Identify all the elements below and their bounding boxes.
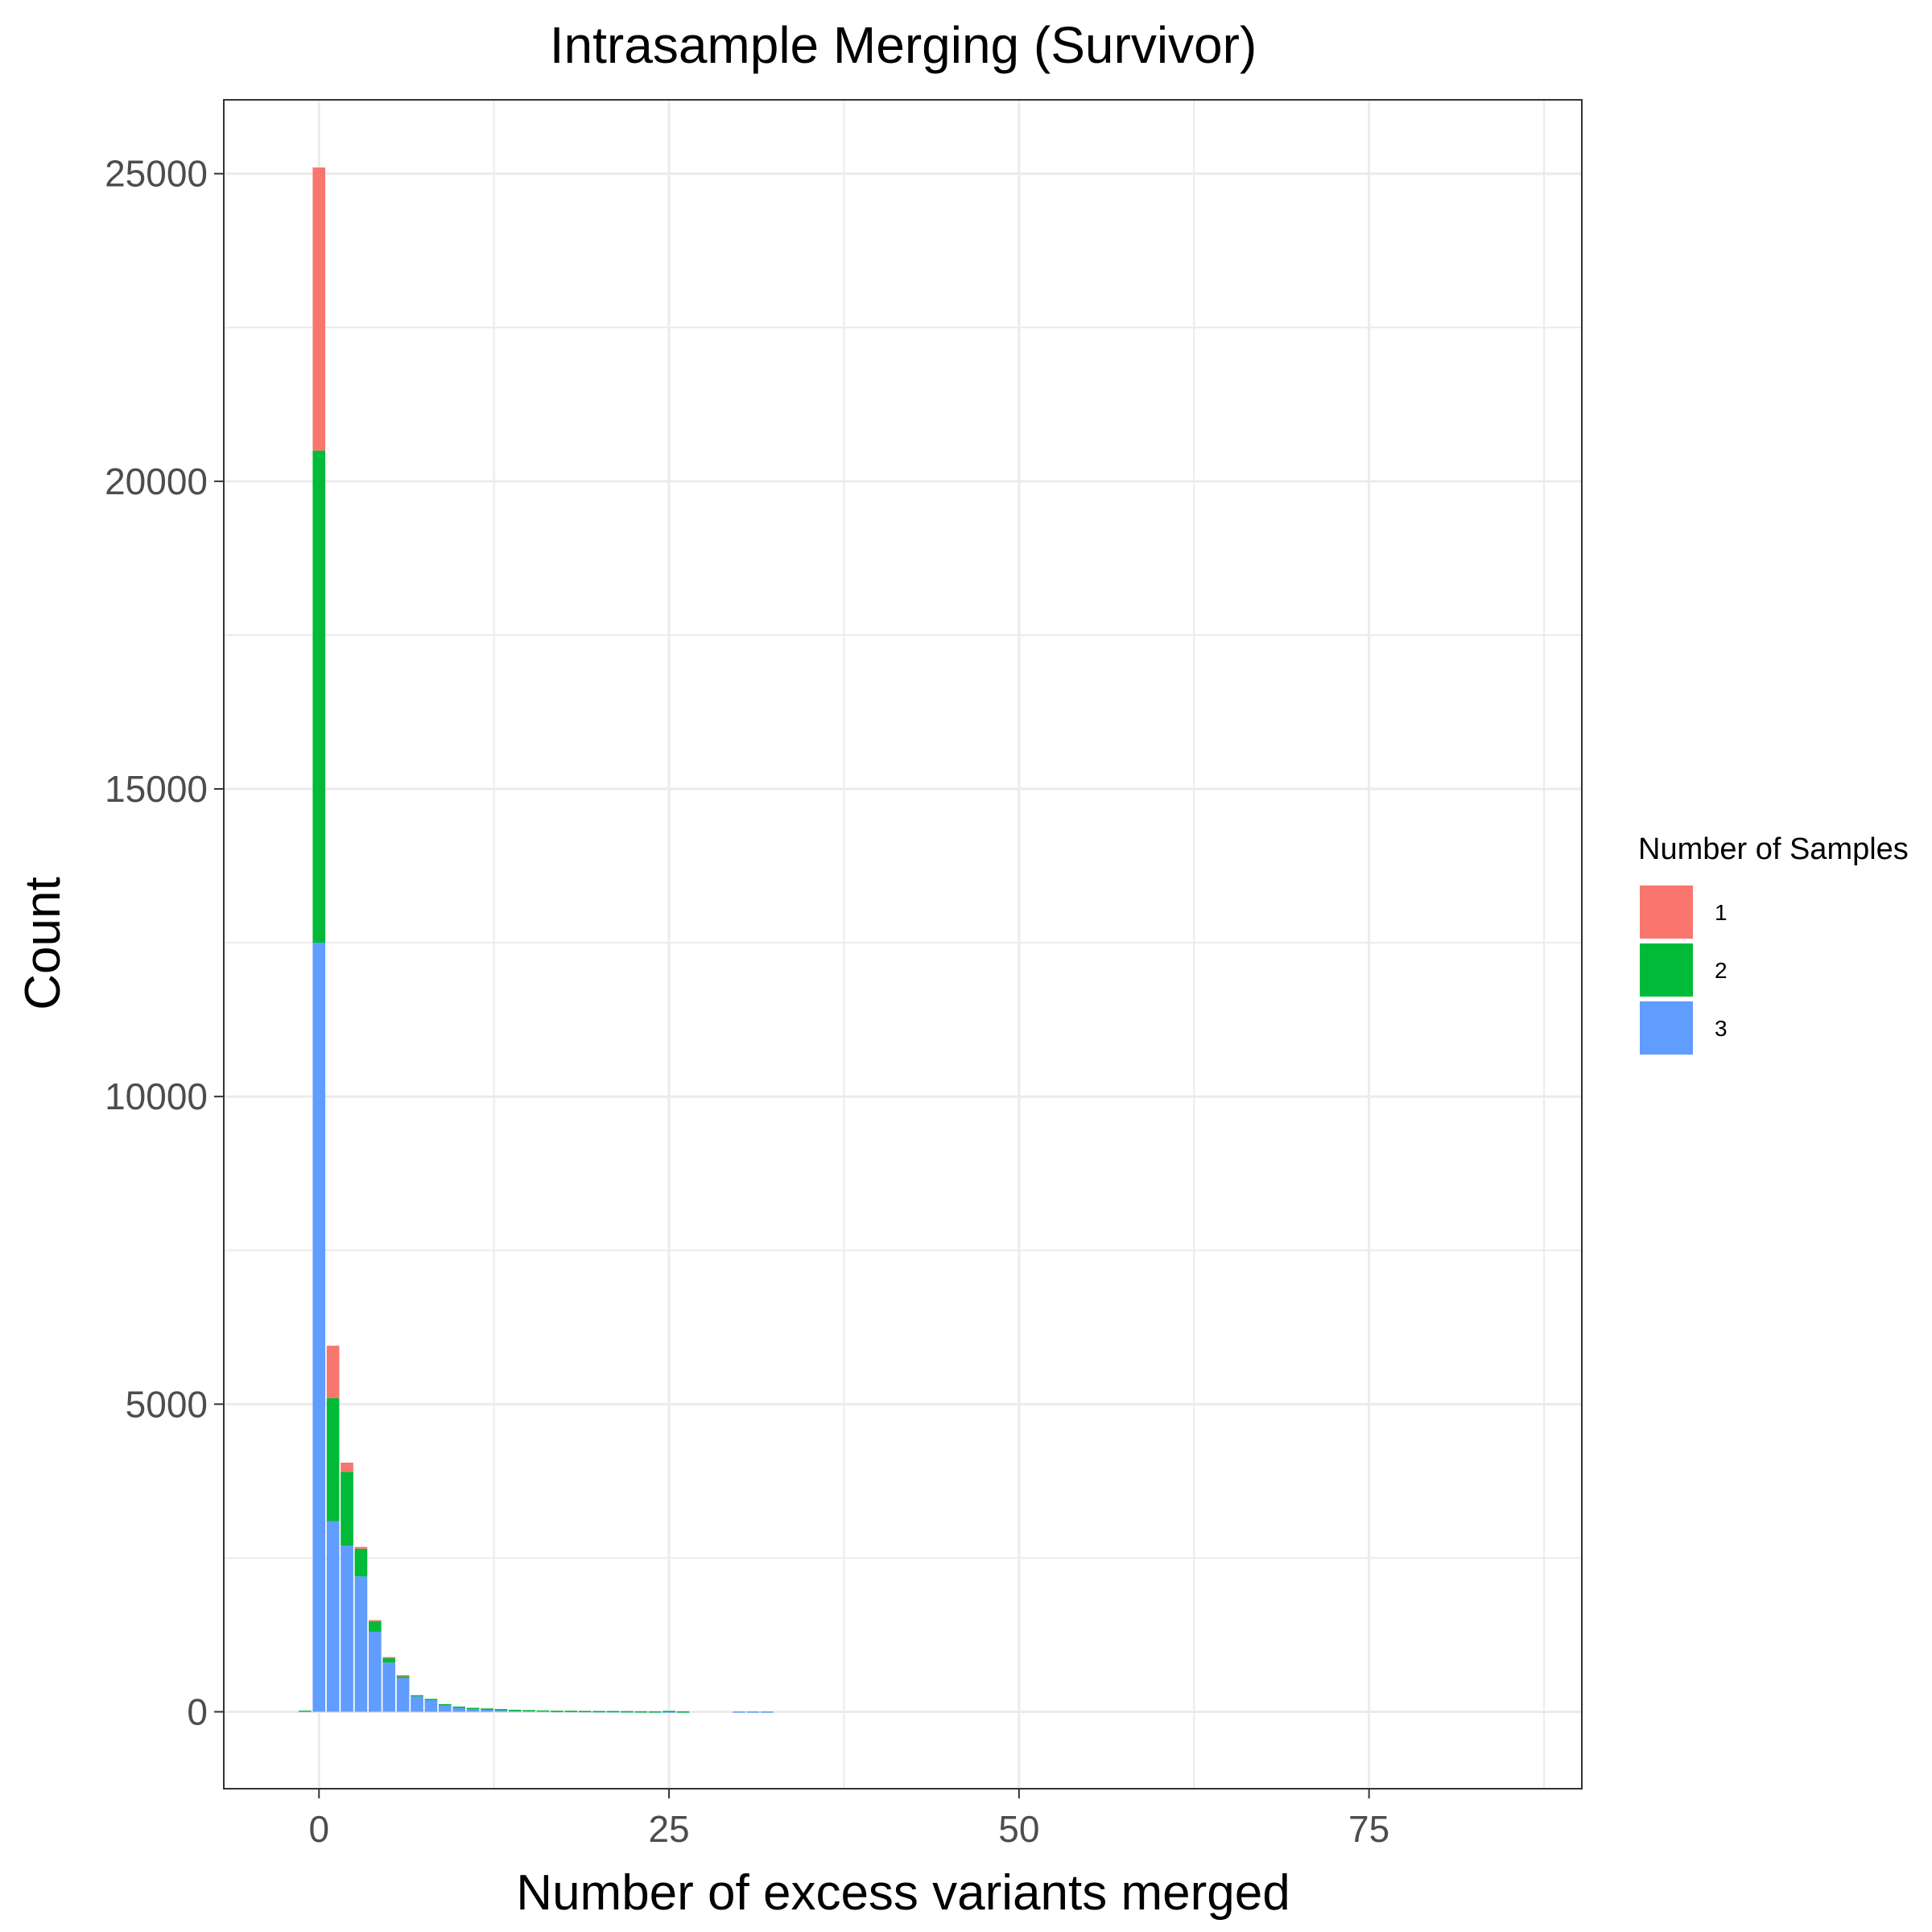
bar-segment-1 bbox=[369, 1620, 382, 1622]
bar-segment-3 bbox=[733, 1711, 745, 1713]
bar-segment-2 bbox=[396, 1675, 410, 1678]
bar-segment-1 bbox=[326, 1345, 340, 1398]
legend: Number of Samples 1 2 3 bbox=[1638, 832, 1909, 1055]
bar-segment-3 bbox=[411, 1696, 423, 1712]
bar-segment-2 bbox=[411, 1695, 423, 1697]
bars bbox=[299, 167, 774, 1713]
bar-segment-3 bbox=[438, 1704, 452, 1712]
bar-segment-2 bbox=[382, 1657, 396, 1663]
bar-segment-3 bbox=[424, 1699, 438, 1712]
bar-segment-3 bbox=[354, 1576, 368, 1712]
x-tick-labels: 0 25 50 75 bbox=[308, 1808, 1389, 1850]
bar-segment-2 bbox=[438, 1703, 452, 1706]
y-tick-label: 0 bbox=[187, 1690, 208, 1732]
bar-segment-3 bbox=[481, 1708, 493, 1712]
bar-segment-2 bbox=[466, 1707, 480, 1709]
x-tick-label: 0 bbox=[308, 1808, 329, 1850]
legend-title: Number of Samples bbox=[1638, 832, 1909, 866]
bar-segment-3 bbox=[396, 1678, 410, 1712]
bar-segment-3 bbox=[746, 1711, 760, 1713]
bar-segment-2 bbox=[508, 1709, 522, 1711]
bar-segment-3 bbox=[382, 1662, 396, 1712]
bar-segment-3 bbox=[326, 1521, 340, 1712]
y-tick-labels: 0 5000 10000 15000 20000 25000 bbox=[105, 153, 208, 1733]
bar-segment-2 bbox=[634, 1711, 648, 1713]
x-tick-label: 25 bbox=[648, 1808, 689, 1850]
bar-segment-2 bbox=[522, 1710, 535, 1711]
bar-segment-1 bbox=[341, 1462, 353, 1472]
axis-ticks bbox=[214, 172, 1370, 1798]
x-axis-label: Number of excess variants merged bbox=[516, 1865, 1290, 1921]
x-tick-label: 75 bbox=[1348, 1808, 1389, 1850]
bar-segment-2 bbox=[481, 1708, 493, 1710]
bar-segment-2 bbox=[326, 1397, 340, 1521]
bar-segment-2 bbox=[592, 1711, 605, 1713]
chart-title: Intrasample Merging (Survivor) bbox=[550, 16, 1257, 74]
bar-segment-2 bbox=[578, 1711, 592, 1712]
legend-swatch-3 bbox=[1640, 1001, 1693, 1055]
bar-segment-2 bbox=[424, 1699, 438, 1700]
bar-segment-2 bbox=[494, 1709, 508, 1711]
bar-segment-2 bbox=[341, 1472, 353, 1546]
legend-label-1: 1 bbox=[1715, 900, 1728, 925]
bar-segment-1 bbox=[354, 1546, 368, 1549]
bar-segment-3 bbox=[369, 1632, 382, 1712]
y-tick-label: 20000 bbox=[105, 460, 208, 502]
bar-segment-2 bbox=[452, 1706, 466, 1708]
bar-segment-2 bbox=[663, 1711, 675, 1712]
bar-segment-2 bbox=[369, 1621, 382, 1633]
bar-segment-1 bbox=[382, 1657, 396, 1658]
legend-label-2: 2 bbox=[1715, 958, 1728, 983]
x-tick-label: 50 bbox=[998, 1808, 1039, 1850]
bar-segment-2 bbox=[536, 1710, 550, 1712]
y-tick-label: 5000 bbox=[126, 1383, 208, 1425]
bar-segment-2 bbox=[551, 1711, 564, 1712]
bar-segment-1 bbox=[312, 167, 326, 451]
bar-segment-2 bbox=[299, 1710, 312, 1712]
y-tick-label: 15000 bbox=[105, 768, 208, 810]
bar-segment-3 bbox=[663, 1711, 675, 1713]
legend-swatch-2 bbox=[1640, 943, 1693, 997]
bar-segment-2 bbox=[354, 1548, 368, 1577]
bar-segment-2 bbox=[606, 1711, 620, 1713]
bar-segment-3 bbox=[452, 1707, 466, 1712]
bar-segment-3 bbox=[760, 1711, 774, 1713]
bar-segment-3 bbox=[312, 943, 326, 1712]
y-tick-label: 25000 bbox=[105, 153, 208, 195]
legend-swatch-1 bbox=[1640, 886, 1693, 939]
bar-segment-3 bbox=[341, 1546, 353, 1712]
y-axis-label: Count bbox=[15, 877, 71, 1009]
bar-segment-2 bbox=[676, 1711, 690, 1713]
bar-segment-2 bbox=[648, 1711, 662, 1713]
panel-border bbox=[223, 99, 1583, 1790]
bar-segment-3 bbox=[494, 1709, 508, 1712]
bar-segment-2 bbox=[312, 450, 326, 943]
bar-segment-1 bbox=[396, 1674, 410, 1677]
bar-segment-2 bbox=[564, 1711, 578, 1712]
bar-segment-3 bbox=[466, 1707, 480, 1712]
bar-segment-2 bbox=[621, 1711, 634, 1713]
legend-label-3: 3 bbox=[1715, 1016, 1728, 1041]
y-tick-label: 10000 bbox=[105, 1075, 208, 1117]
